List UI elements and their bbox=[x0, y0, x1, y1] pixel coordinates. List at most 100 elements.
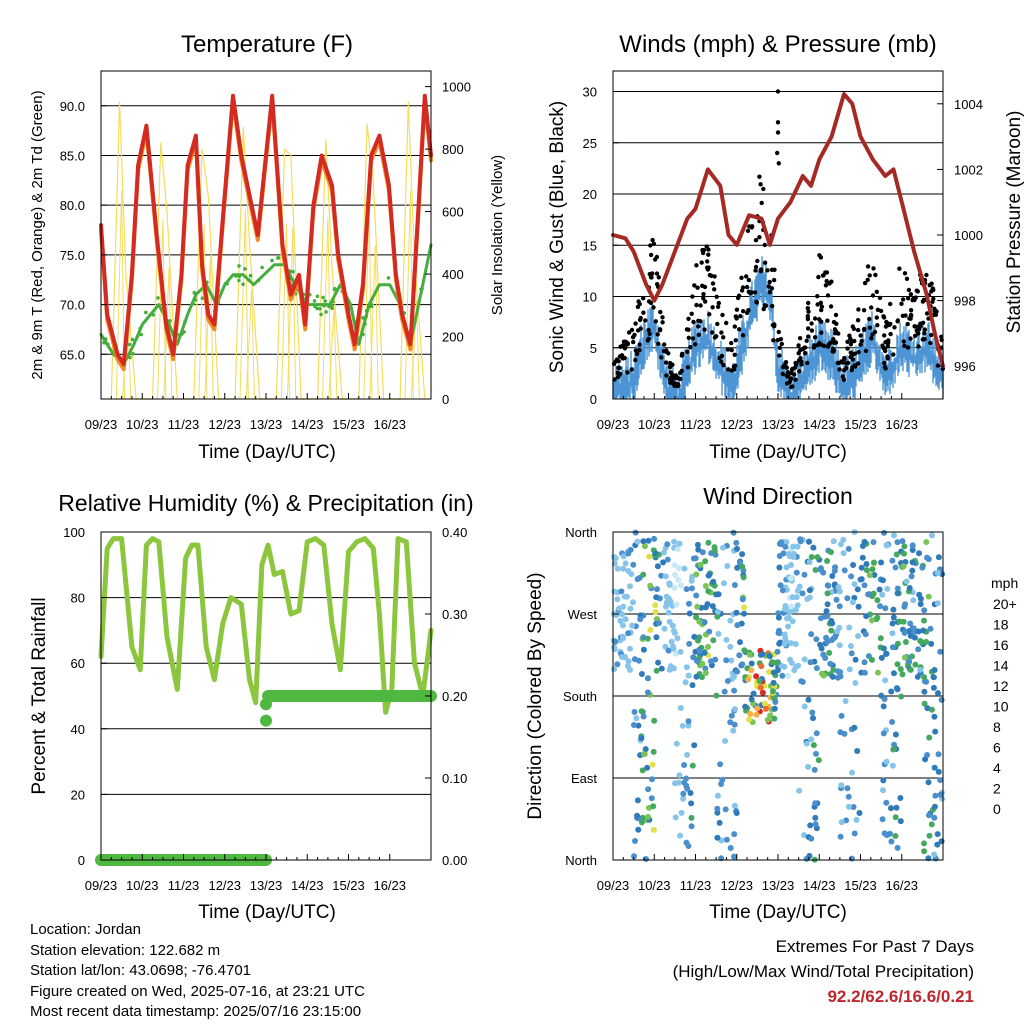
direction-point bbox=[829, 573, 836, 579]
direction-point bbox=[850, 562, 857, 568]
direction-point bbox=[814, 554, 821, 561]
gust-point bbox=[883, 348, 888, 354]
direction-point bbox=[798, 678, 805, 685]
direction-point bbox=[704, 601, 711, 608]
direction-point bbox=[723, 657, 730, 664]
direction-point bbox=[686, 600, 692, 607]
direction-point bbox=[794, 602, 801, 609]
direction-point bbox=[731, 853, 737, 860]
gust-point bbox=[616, 373, 622, 378]
temperature-x-label: Time (Day/UTC) bbox=[198, 442, 336, 463]
direction-point bbox=[871, 559, 877, 566]
direction-point bbox=[863, 567, 870, 574]
direction-point bbox=[759, 651, 766, 658]
direction-point bbox=[934, 831, 941, 838]
direction-point bbox=[672, 571, 679, 578]
gust-point bbox=[777, 345, 782, 350]
direction-point bbox=[801, 703, 808, 710]
direction-point bbox=[828, 627, 835, 634]
direction-point bbox=[649, 776, 655, 783]
direction-point bbox=[812, 567, 819, 573]
gust-point bbox=[929, 332, 934, 338]
gust-point bbox=[618, 344, 623, 349]
gust-point bbox=[882, 333, 887, 338]
gust-point bbox=[748, 291, 753, 296]
direction-point bbox=[681, 779, 688, 786]
gust-point bbox=[661, 348, 667, 354]
direction-point bbox=[676, 540, 683, 547]
direction-point bbox=[896, 618, 903, 625]
direction-point bbox=[696, 647, 703, 654]
y-tick-label: 0 bbox=[590, 392, 597, 407]
dewpoint-point bbox=[106, 342, 110, 347]
direction-point bbox=[681, 762, 688, 768]
direction-point bbox=[621, 593, 628, 600]
direction-point bbox=[779, 587, 786, 594]
direction-point bbox=[811, 766, 818, 773]
direction-point bbox=[806, 559, 813, 566]
solar-insolation-spike bbox=[286, 227, 297, 400]
gust-point bbox=[771, 338, 776, 343]
direction-point bbox=[812, 821, 819, 828]
gust-point bbox=[635, 328, 641, 333]
direction-point bbox=[758, 663, 765, 670]
x-tick-label: 09/23 bbox=[85, 878, 118, 893]
gust-point bbox=[888, 301, 893, 307]
gust-point bbox=[685, 349, 690, 354]
direction-point bbox=[889, 630, 896, 637]
gust-point bbox=[912, 324, 917, 329]
info-created: Figure created on Wed, 2025-07-16, at 23… bbox=[30, 982, 365, 1000]
direction-point bbox=[880, 645, 887, 652]
gust-point bbox=[865, 264, 871, 269]
direction-point bbox=[630, 599, 636, 606]
gust-point bbox=[686, 316, 691, 321]
direction-point bbox=[840, 536, 847, 543]
direction-point bbox=[710, 637, 717, 644]
gust-point bbox=[771, 277, 777, 283]
gust-point bbox=[616, 359, 621, 364]
direction-point bbox=[701, 649, 708, 656]
direction-point bbox=[901, 543, 908, 550]
direction-point bbox=[785, 551, 792, 557]
direction-point bbox=[693, 657, 700, 664]
direction-point bbox=[736, 652, 743, 659]
direction-point bbox=[931, 814, 938, 821]
gust-point bbox=[873, 272, 878, 278]
gust-point bbox=[689, 311, 694, 316]
y-tick-label: 100 bbox=[63, 525, 85, 540]
gust-point bbox=[861, 308, 867, 313]
direction-point bbox=[676, 772, 683, 779]
extremes-subheading: (High/Low/Max Wind/Total Precipitation) bbox=[672, 962, 974, 981]
direction-point bbox=[634, 538, 641, 545]
direction-point bbox=[898, 693, 905, 700]
gust-point bbox=[939, 334, 944, 339]
direction-point bbox=[645, 537, 652, 544]
gust-point bbox=[928, 340, 933, 346]
y2-tick-label: 1004 bbox=[954, 97, 983, 112]
y2-tick-label: 0.00 bbox=[442, 853, 467, 868]
direction-point bbox=[892, 564, 899, 571]
y2-tick-label: 0.40 bbox=[442, 525, 467, 540]
direction-point bbox=[812, 800, 819, 807]
direction-point bbox=[921, 607, 928, 614]
direction-point bbox=[681, 565, 688, 572]
direction-point bbox=[679, 722, 686, 729]
gust-point bbox=[701, 291, 706, 297]
direction-point bbox=[929, 706, 935, 713]
direction-point bbox=[852, 680, 859, 686]
direction-point bbox=[702, 665, 709, 672]
direction-point bbox=[616, 605, 622, 612]
dewpoint-point bbox=[234, 274, 238, 278]
direction-point bbox=[705, 588, 712, 595]
gust-point bbox=[638, 315, 643, 321]
temperature-right-label: Solar Insolation (Yellow) bbox=[489, 155, 506, 315]
gust-point bbox=[796, 343, 801, 348]
gust-point bbox=[908, 312, 914, 318]
gust-point bbox=[809, 321, 814, 326]
direction-point bbox=[889, 557, 896, 564]
y-tick-label: 60 bbox=[71, 656, 85, 671]
direction-point bbox=[741, 604, 748, 611]
gust-point bbox=[698, 319, 703, 324]
direction-point bbox=[722, 738, 729, 744]
direction-point bbox=[847, 643, 854, 649]
